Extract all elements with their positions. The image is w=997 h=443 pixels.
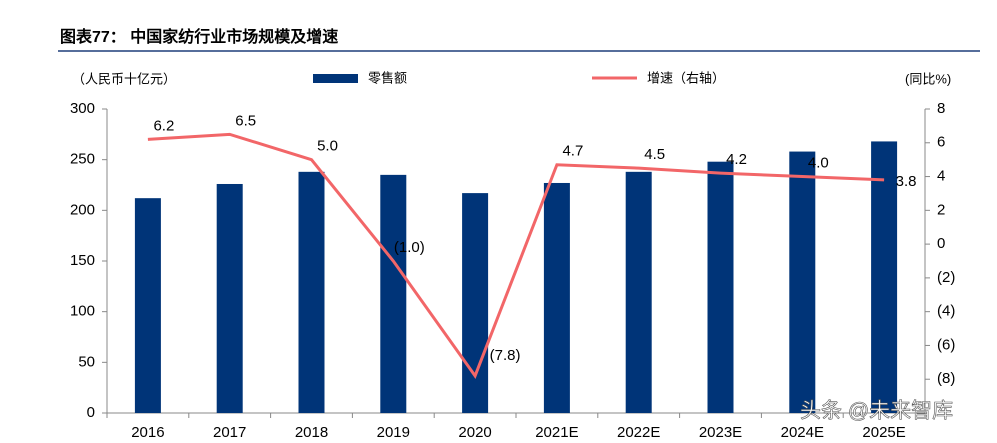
- y2-tick-label: (4): [937, 303, 955, 320]
- x-tick-label: 2021E: [535, 424, 578, 441]
- legend-swatch: [313, 74, 358, 83]
- x-tick-label: 2023E: [699, 424, 742, 441]
- data-label: (1.0): [394, 239, 425, 256]
- y-tick-label: 200: [70, 201, 95, 218]
- x-tick-label: 2020: [458, 424, 491, 441]
- data-label: 6.2: [153, 117, 174, 134]
- y2-tick-label: 6: [937, 134, 945, 151]
- x-tick-label: 2022E: [617, 424, 660, 441]
- y-tick-label: 0: [87, 404, 95, 421]
- bar: [707, 161, 734, 413]
- y2-tick-label: 2: [937, 201, 945, 218]
- y-tick-label: 250: [70, 151, 95, 168]
- bar: [625, 171, 652, 413]
- bar: [298, 171, 325, 413]
- y-tick-label: 100: [70, 303, 95, 320]
- x-tick-label: 2017: [213, 424, 246, 441]
- x-tick-label: 2024E: [781, 424, 824, 441]
- bar: [380, 174, 407, 413]
- bar: [871, 141, 898, 413]
- y2-tick-label: (2): [937, 269, 955, 286]
- data-label: 6.5: [235, 112, 256, 129]
- data-label: (7.8): [490, 347, 521, 364]
- bar: [462, 193, 489, 413]
- line: [147, 132, 885, 379]
- y-tick-label: 50: [78, 353, 95, 370]
- y2-tick-label: 0: [937, 235, 945, 252]
- y2-tick-label: (8): [937, 370, 955, 387]
- x-tick-label: 2016: [131, 424, 164, 441]
- data-label: 4.0: [808, 155, 829, 172]
- y2-axis-label: (同比%): [905, 71, 951, 86]
- bar: [789, 151, 816, 413]
- x-tick-label: 2025E: [862, 424, 905, 441]
- x-tick-label: 2018: [295, 424, 328, 441]
- y-axis-label: （人民币十亿元）: [72, 71, 176, 86]
- legend-label: 零售额: [368, 70, 407, 85]
- bar: [543, 182, 570, 413]
- watermark: 头条 @未来智库: [800, 400, 953, 423]
- data-label: 3.8: [896, 173, 917, 190]
- bar: [134, 198, 161, 413]
- y-tick-label: 300: [70, 100, 95, 117]
- data-label: 4.7: [562, 143, 583, 160]
- chart-title: 图表77： 中国家纺行业市场规模及增速: [60, 27, 338, 46]
- y-tick-label: 150: [70, 252, 95, 269]
- legend-label: 增速（右轴）: [647, 70, 725, 85]
- x-tick-label: 2019: [377, 424, 410, 441]
- data-label: 4.5: [644, 146, 665, 163]
- data-label: 4.2: [726, 151, 747, 168]
- y2-tick-label: 4: [937, 168, 945, 185]
- y2-tick-label: (6): [937, 336, 955, 353]
- bar: [216, 183, 243, 413]
- data-label: 5.0: [317, 138, 338, 155]
- y2-tick-label: 8: [937, 100, 945, 117]
